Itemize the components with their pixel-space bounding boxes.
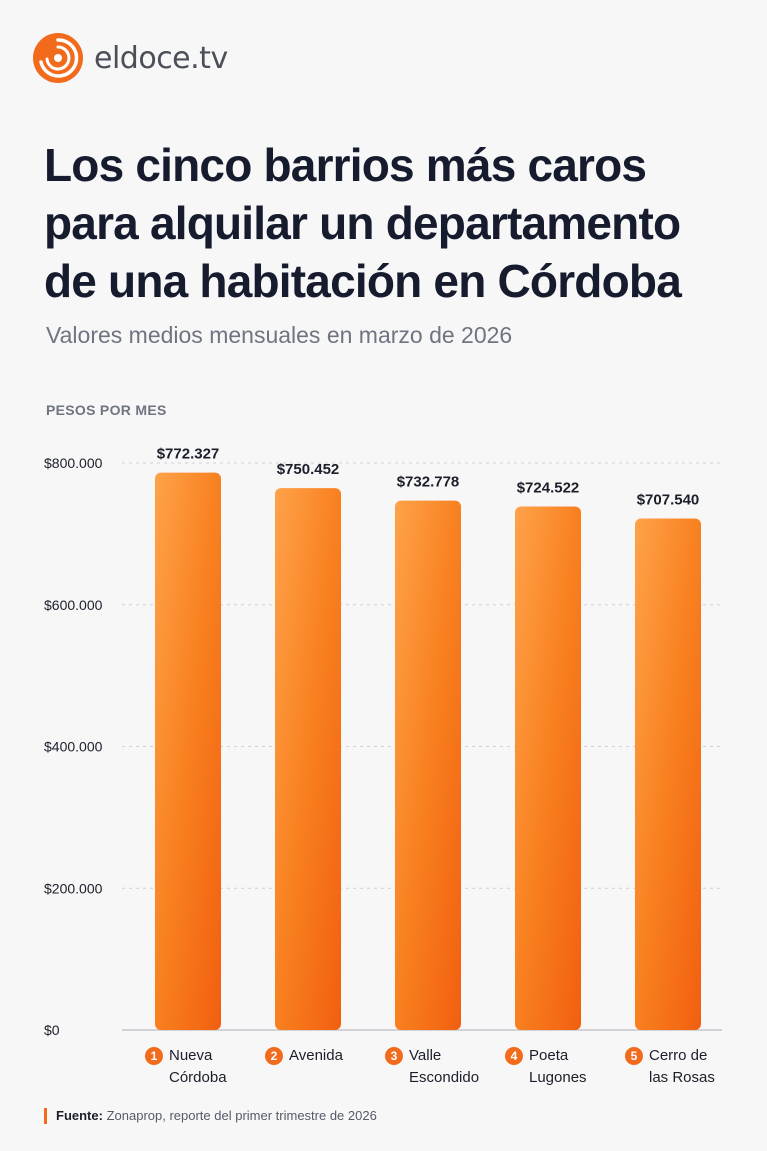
y-tick-label: $600.000	[44, 597, 103, 613]
data-label: $750.452	[277, 461, 340, 478]
y-axis-label: PESOS POR MES	[46, 402, 167, 418]
source-label: Fuente:	[56, 1108, 103, 1123]
rank-badge: 2	[265, 1047, 283, 1065]
y-tick-label: $800.000	[44, 455, 103, 471]
data-label: $707.540	[637, 492, 700, 509]
category-name: Poeta Lugones	[529, 1047, 587, 1086]
bar	[275, 488, 341, 1030]
category-name: Cerro de las Rosas	[649, 1047, 715, 1086]
category-name: Nueva Córdoba	[169, 1047, 227, 1086]
brand-logo: eldoce.tv	[32, 32, 228, 84]
rank-badge: 3	[385, 1047, 403, 1065]
category-name: Avenida	[289, 1047, 343, 1064]
category-label: 2 Avenida	[265, 1045, 369, 1067]
data-label: $724.522	[517, 479, 580, 496]
data-label: $772.327	[157, 446, 220, 463]
page-title: Los cinco barrios más caros para alquila…	[44, 139, 682, 307]
bar	[155, 472, 221, 1030]
rank-badge: 5	[625, 1047, 643, 1065]
bar	[395, 500, 461, 1031]
y-tick-label: $200.000	[44, 880, 103, 896]
y-tick-label: $0	[44, 1022, 60, 1038]
category-label: 1 Nueva Córdoba	[145, 1045, 249, 1089]
bar	[515, 506, 581, 1031]
brand-name: eldoce.tv	[94, 40, 228, 76]
rank-badge: 4	[505, 1047, 523, 1065]
category-label: 5 Cerro de las Rosas	[625, 1045, 729, 1089]
source-note: Fuente: Zonaprop, reporte del primer tri…	[44, 1108, 377, 1124]
y-tick-label: $400.000	[44, 739, 103, 755]
swirl-logo-icon	[33, 33, 83, 83]
rank-badge: 1	[145, 1047, 163, 1065]
source-text: Zonaprop, reporte del primer trimestre d…	[106, 1108, 377, 1123]
bar	[635, 518, 701, 1030]
category-label: 3 Valle Escondido	[385, 1045, 489, 1089]
subtitle: Valores medios mensuales en marzo de 202…	[46, 322, 513, 348]
category-label: 4 Poeta Lugones	[505, 1045, 609, 1089]
category-name: Valle Escondido	[409, 1047, 480, 1086]
data-label: $732.778	[397, 474, 460, 491]
